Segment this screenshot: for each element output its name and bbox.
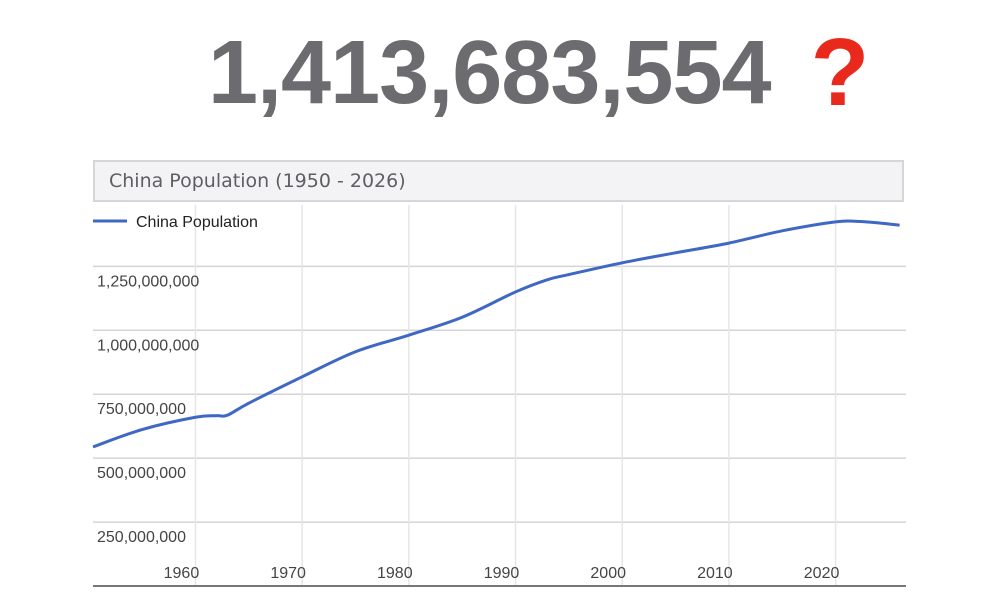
x-tick-label: 2000: [590, 565, 626, 582]
chart-title-bar: China Population (1950 - 2026): [93, 160, 904, 202]
x-tick-label: 2020: [804, 565, 840, 582]
y-tick-label: 500,000,000: [97, 465, 186, 482]
legend: China Population: [93, 214, 258, 231]
question-mark-icon: ?: [810, 19, 870, 126]
x-tick-label: 1970: [270, 565, 306, 582]
y-tick-label: 1,250,000,000: [97, 273, 199, 290]
headline-row: 1,413,683,554 ?: [208, 18, 869, 128]
y-tick-label: 250,000,000: [97, 529, 186, 546]
y-tick-label: 750,000,000: [97, 401, 186, 418]
population-headline: 1,413,683,554: [208, 23, 772, 123]
x-tick-label: 2010: [697, 565, 733, 582]
series-line-china-population: [92, 219, 900, 449]
x-tick-label: 1980: [377, 565, 413, 582]
chart-title: China Population (1950 - 2026): [109, 170, 406, 192]
legend-label: China Population: [136, 214, 258, 231]
x-tick-label: 1990: [484, 565, 520, 582]
x-tick-label: 1960: [164, 565, 200, 582]
y-tick-label: 1,000,000,000: [97, 337, 199, 354]
